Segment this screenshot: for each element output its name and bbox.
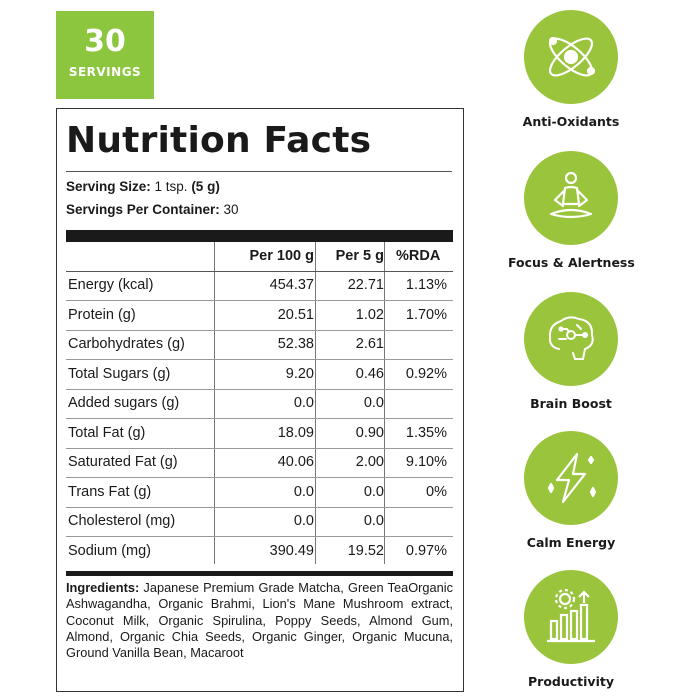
serving-size-grams: (5 g): [191, 179, 220, 194]
per-5g-value: 0.90: [355, 424, 384, 441]
benefit-anti-oxidants: Anti-Oxidants: [508, 10, 634, 129]
benefit-calm-energy: Calm Energy: [508, 431, 634, 550]
benefit-focus-alertness: Focus & Alertness: [508, 151, 635, 270]
benefit-label: Calm Energy: [526, 535, 616, 550]
servings-per-container-value: 30: [219, 202, 239, 217]
thick-divider: [66, 230, 453, 242]
benefit-icon-circle: [524, 431, 618, 525]
nutrient-name: Protein (g): [68, 306, 136, 323]
per-100g-value: 20.51: [277, 306, 314, 323]
nutrient-name: Total Sugars (g): [68, 365, 171, 382]
benefit-icon-circle: [524, 570, 618, 664]
ingredients-divider: [66, 571, 453, 576]
benefit-label: Productivity: [528, 674, 614, 689]
nutrient-name: Added sugars (g): [68, 395, 180, 411]
benefit-icon-circle: [524, 10, 618, 104]
column-divider: [384, 242, 385, 564]
rda-value: 0%: [426, 483, 447, 500]
per-100g-value: 0.0: [293, 395, 314, 411]
table-row: Cholesterol (mg) 0.0 0.0: [66, 507, 453, 537]
rda-value: 1.70%: [405, 306, 447, 323]
per-100g-value: 390.49: [269, 542, 314, 559]
per-5g-value: 0.0: [363, 483, 384, 500]
per-5g-value: 0.0: [363, 513, 384, 529]
column-divider: [214, 242, 215, 564]
servings-per-container-label: Servings Per Container:: [66, 202, 220, 217]
benefit-brain-boost: Brain Boost: [508, 292, 634, 411]
servings-count: 30: [84, 24, 126, 59]
productivity-chart-icon: [547, 588, 595, 643]
benefit-label: Brain Boost: [530, 396, 612, 411]
per-100g-value: 40.06: [277, 454, 314, 470]
table-row: Sodium (mg) 390.49 19.52 0.97%: [66, 537, 453, 566]
nutrient-name: Cholesterol (mg): [68, 513, 176, 529]
nutrient-name: Sodium (mg): [68, 542, 151, 559]
nutrient-name: Carbohydrates (g): [68, 336, 185, 352]
servings-badge: 30 SERVINGS: [56, 11, 154, 99]
per-100g-value: 0.0: [293, 513, 314, 529]
serving-size-label: Serving Size:: [66, 179, 151, 194]
per-100g-value: 52.38: [277, 336, 314, 352]
table-row: Energy (kcal) 454.37 22.71 1.13%: [66, 271, 453, 301]
table-row: Added sugars (g) 0.0 0.0: [66, 389, 453, 419]
per-5g-value: 1.02: [355, 306, 384, 323]
nutrient-name: Trans Fat (g): [68, 483, 152, 500]
rda-value: 0.97%: [405, 542, 447, 559]
nutrient-name: Energy (kcal): [68, 277, 154, 293]
rda-value: [392, 507, 447, 536]
benefit-icon-circle: [524, 292, 618, 386]
rda-value: 1.13%: [405, 277, 447, 293]
serving-size: Serving Size: 1 tsp. (5 g): [66, 179, 220, 194]
rda-value: 0.92%: [405, 365, 447, 382]
per-5g-value: 19.52: [347, 542, 384, 559]
lightning-icon: [547, 452, 597, 504]
table-row: Carbohydrates (g) 52.38 2.61: [66, 330, 453, 360]
table-row: Trans Fat (g) 0.0 0.0 0%: [66, 478, 453, 508]
title-divider: [66, 171, 452, 172]
per-100g-value: 0.0: [293, 483, 314, 500]
per-5g-value: 2.00: [355, 454, 384, 470]
per-100g-value: 454.37: [269, 277, 314, 293]
ingredients-list: Japanese Premium Grade Matcha, Green Tea…: [66, 580, 453, 661]
benefit-label: Anti-Oxidants: [522, 114, 620, 129]
per-100g-value: 9.20: [285, 365, 314, 382]
table-row: Protein (g) 20.51 1.02 1.70%: [66, 301, 453, 331]
rda-value: 9.10%: [405, 454, 447, 470]
panel-title: Nutrition Facts: [66, 120, 372, 161]
table-header-row: Per 100 g Per 5 g %RDA: [66, 242, 453, 272]
benefit-icon-circle: [524, 151, 618, 245]
nutrition-facts-panel: Nutrition Facts Serving Size: 1 tsp. (5 …: [56, 108, 464, 692]
per-5g-value: 0.0: [363, 395, 384, 411]
per-5g-value: 22.71: [347, 277, 384, 293]
column-divider: [315, 242, 316, 564]
benefit-label: Focus & Alertness: [508, 255, 635, 270]
table-row: Saturated Fat (g) 40.06 2.00 9.10%: [66, 448, 453, 478]
header-per-5g: Per 5 g: [335, 248, 384, 264]
nutrient-name: Saturated Fat (g): [68, 454, 178, 470]
rda-value: [392, 389, 447, 418]
serving-size-value: 1 tsp.: [150, 179, 192, 194]
header-rda: %RDA: [396, 248, 441, 264]
nutrient-name: Total Fat (g): [68, 424, 146, 441]
per-5g-value: 0.46: [355, 365, 384, 382]
servings-per-container: Servings Per Container: 30: [66, 202, 239, 217]
per-100g-value: 18.09: [277, 424, 314, 441]
benefit-productivity: Productivity: [508, 570, 634, 689]
table-row: Total Fat (g) 18.09 0.90 1.35%: [66, 419, 453, 449]
rda-value: 1.35%: [405, 424, 447, 441]
ingredients-text: Ingredients: Japanese Premium Grade Matc…: [66, 580, 453, 661]
table-row: Total Sugars (g) 9.20 0.46 0.92%: [66, 360, 453, 390]
header-per-100g: Per 100 g: [249, 248, 315, 264]
meditation-icon: [549, 171, 593, 219]
rda-value: [392, 330, 447, 359]
servings-label: SERVINGS: [68, 65, 142, 79]
atom-icon: [548, 36, 596, 77]
ingredients-label: Ingredients:: [66, 580, 140, 595]
brain-icon: [548, 316, 594, 360]
per-5g-value: 2.61: [355, 336, 384, 352]
